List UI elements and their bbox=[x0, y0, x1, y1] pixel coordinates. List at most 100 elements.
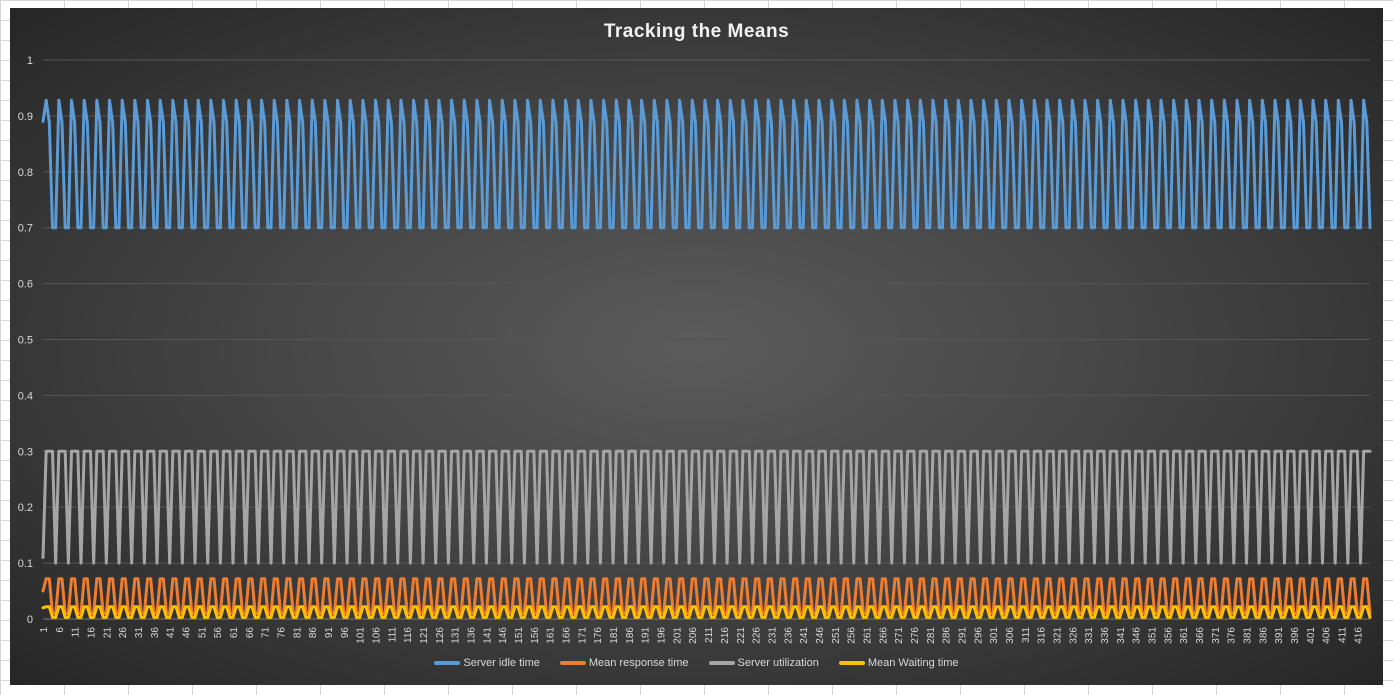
x-tick-label: 241 bbox=[799, 627, 810, 644]
x-tick-label: 136 bbox=[467, 627, 478, 644]
x-tick-label: 196 bbox=[657, 627, 668, 644]
x-tick-label: 246 bbox=[815, 627, 826, 644]
x-tick-label: 291 bbox=[957, 627, 968, 644]
x-tick-label: 331 bbox=[1084, 627, 1095, 644]
x-tick-label: 126 bbox=[435, 627, 446, 644]
x-tick-label: 321 bbox=[1052, 627, 1063, 644]
x-tick-label: 231 bbox=[767, 627, 778, 644]
x-tick-label: 356 bbox=[1163, 627, 1174, 644]
series-line-4 bbox=[41, 605, 1372, 619]
x-tick-label: 286 bbox=[942, 627, 953, 644]
x-tick-label: 251 bbox=[831, 627, 842, 644]
legend-swatch bbox=[559, 661, 586, 665]
x-tick-label: 71 bbox=[261, 627, 272, 639]
legend-label: Mean Waiting time bbox=[867, 657, 959, 669]
legend-label: Server idle time bbox=[463, 657, 540, 669]
x-tick-label: 201 bbox=[672, 627, 683, 644]
x-tick-label: 226 bbox=[752, 627, 763, 644]
x-tick-label: 361 bbox=[1179, 627, 1190, 644]
x-tick-label: 31 bbox=[134, 627, 145, 639]
x-tick-label: 56 bbox=[213, 627, 224, 639]
x-tick-label: 191 bbox=[641, 627, 652, 644]
x-tick-label: 151 bbox=[514, 627, 525, 644]
legend-label: Mean response time bbox=[588, 657, 689, 669]
x-tick-label: 186 bbox=[625, 627, 636, 644]
x-tick-label: 76 bbox=[277, 627, 288, 639]
x-tick-label: 161 bbox=[546, 627, 557, 644]
x-tick-label: 206 bbox=[688, 627, 699, 644]
plot-svg: 00.10.20.30.40.50.60.70.80.911 6 11 16 21 26 3… bbox=[18, 55, 1372, 644]
x-tick-label: 391 bbox=[1274, 627, 1285, 644]
x-tick-label: 381 bbox=[1242, 627, 1253, 644]
x-tick-label: 21 bbox=[102, 627, 113, 639]
x-tick-label: 166 bbox=[562, 627, 573, 644]
x-tick-label: 401 bbox=[1306, 627, 1317, 644]
x-tick-label: 326 bbox=[1068, 627, 1079, 644]
y-tick-label: 0.9 bbox=[18, 111, 33, 123]
legend-swatch bbox=[838, 661, 865, 665]
x-tick-label: 51 bbox=[197, 627, 208, 639]
x-tick-label: 211 bbox=[704, 627, 715, 643]
x-tick-label: 171 bbox=[577, 627, 588, 644]
legend-label: Server utilization bbox=[737, 657, 819, 669]
x-tick-label: 386 bbox=[1258, 627, 1269, 644]
x-tick-label: 61 bbox=[229, 627, 240, 639]
x-tick-label: 96 bbox=[340, 627, 351, 639]
y-tick-label: 0.4 bbox=[18, 390, 33, 402]
x-tick-label: 281 bbox=[926, 627, 937, 644]
x-tick-label: 111 bbox=[387, 627, 398, 643]
y-tick-label: 0.6 bbox=[18, 279, 33, 291]
x-tick-label: 116 bbox=[403, 627, 414, 643]
x-tick-label: 26 bbox=[118, 627, 129, 639]
x-tick-label: 256 bbox=[847, 627, 858, 644]
x-tick-label: 36 bbox=[150, 627, 161, 639]
x-tick-label: 296 bbox=[973, 627, 984, 644]
x-tick-label: 341 bbox=[1116, 627, 1127, 644]
x-tick-label: 411 bbox=[1337, 627, 1348, 643]
x-tick-label: 176 bbox=[593, 627, 604, 644]
x-tick-label: 156 bbox=[530, 627, 541, 644]
x-tick-label: 271 bbox=[894, 627, 905, 644]
chart-title: Tracking the Means bbox=[603, 21, 790, 42]
x-tick-label: 221 bbox=[736, 627, 747, 644]
series-line-1 bbox=[41, 98, 1372, 230]
x-tick-label: 266 bbox=[878, 627, 889, 644]
series-line-3 bbox=[41, 449, 1372, 565]
y-tick-label: 1 bbox=[27, 55, 33, 67]
legend-item: Mean response time bbox=[559, 657, 689, 669]
x-tick-label: 101 bbox=[356, 627, 367, 644]
y-tick-label: 0.5 bbox=[18, 335, 33, 347]
x-tick-label: 141 bbox=[482, 627, 493, 644]
x-tick-label: 346 bbox=[1132, 627, 1143, 644]
x-tick-label: 276 bbox=[910, 627, 921, 644]
x-tick-label: 91 bbox=[324, 627, 335, 639]
legend-item: Server utilization bbox=[708, 657, 819, 669]
x-tick-label: 351 bbox=[1147, 627, 1158, 644]
x-tick-label: 86 bbox=[308, 627, 319, 639]
y-tick-label: 0.3 bbox=[18, 446, 33, 458]
legend-swatch bbox=[708, 661, 735, 665]
x-tick-label: 46 bbox=[182, 627, 193, 639]
x-tick-label: 336 bbox=[1100, 627, 1111, 644]
x-tick-label: 316 bbox=[1037, 627, 1048, 644]
chart-area[interactable]: Tracking the Means 0 0.1 0.2 0.3 0.4 0.5 0.6 0.… bbox=[10, 8, 1383, 685]
series-line-2 bbox=[41, 577, 1372, 615]
x-tick-label: 121 bbox=[419, 627, 430, 644]
x-tick-label: 261 bbox=[862, 627, 873, 644]
x-tick-label: 11 bbox=[71, 627, 82, 638]
x-tick-label: 311 bbox=[1021, 627, 1032, 643]
legend-item: Mean Waiting time bbox=[838, 657, 959, 669]
x-tick-label: 366 bbox=[1195, 627, 1206, 644]
x-tick-label: 106 bbox=[372, 627, 383, 644]
legend-item: Server idle time bbox=[434, 657, 540, 669]
x-tick-label: 371 bbox=[1211, 627, 1222, 644]
y-tick-label: 0.1 bbox=[18, 558, 33, 570]
x-tick-label: 66 bbox=[245, 627, 256, 639]
legend-swatch bbox=[434, 661, 461, 665]
x-tick-label: 236 bbox=[783, 627, 794, 644]
x-tick-label: 181 bbox=[609, 627, 620, 644]
x-tick-label: 416 bbox=[1353, 627, 1364, 644]
y-tick-label: 0.8 bbox=[18, 167, 33, 179]
x-tick-label: 41 bbox=[166, 627, 177, 639]
x-tick-label: 131 bbox=[451, 627, 462, 644]
